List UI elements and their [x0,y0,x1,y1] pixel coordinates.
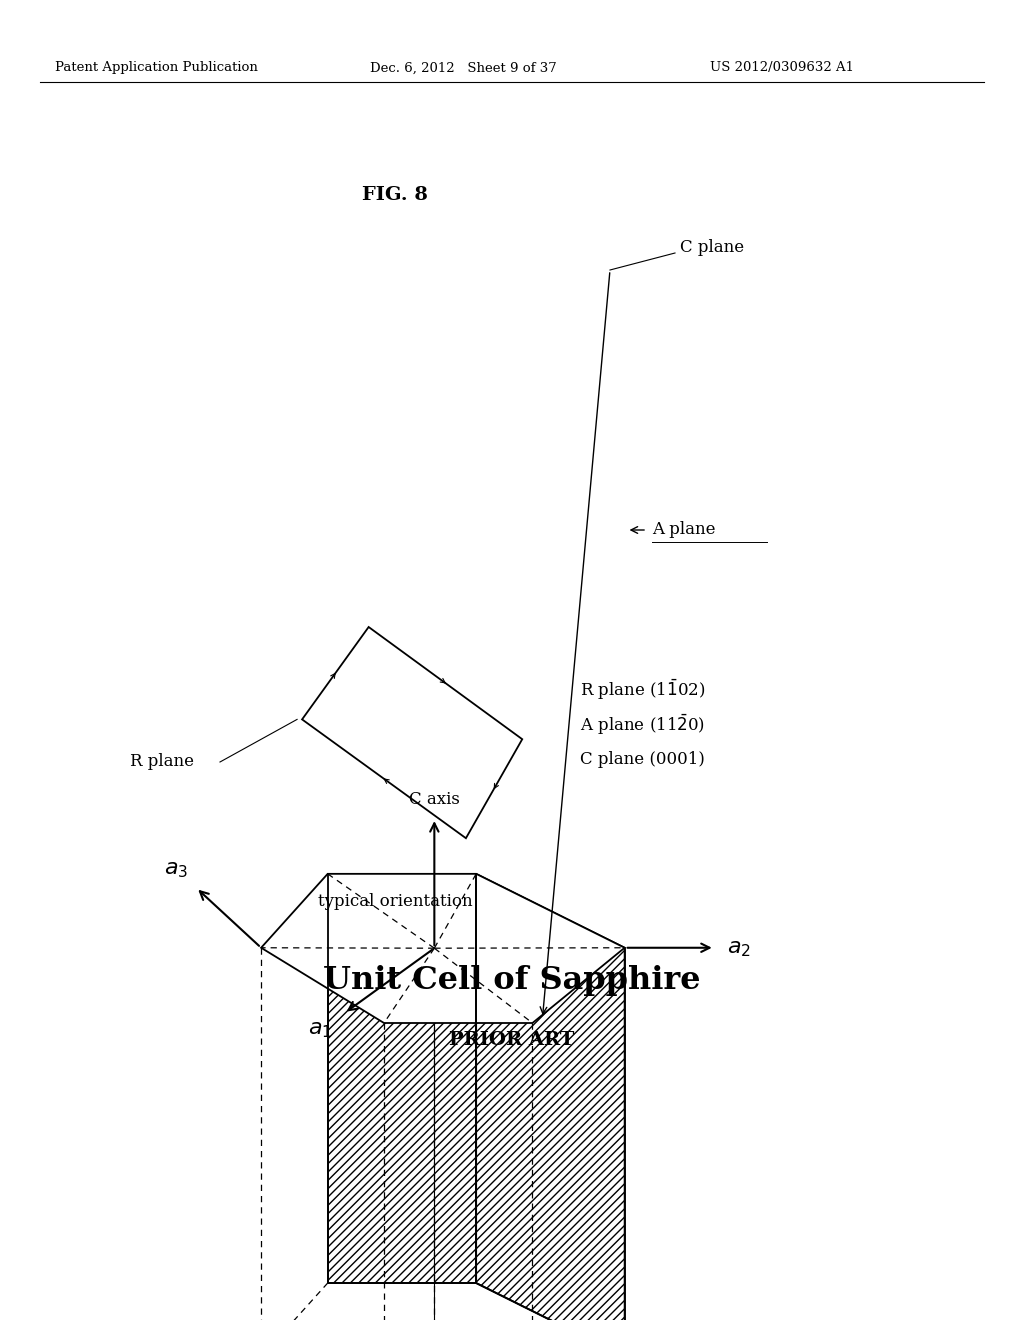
Text: R plane (1$\bar{1}$02): R plane (1$\bar{1}$02) [580,677,706,702]
Text: A plane (11$\bar{2}$0): A plane (11$\bar{2}$0) [580,713,705,738]
Polygon shape [261,874,625,1023]
Text: $a_1$: $a_1$ [308,1018,333,1040]
Text: US 2012/0309632 A1: US 2012/0309632 A1 [710,62,854,74]
Text: C plane: C plane [680,239,744,256]
Text: $a_3$: $a_3$ [164,858,188,879]
Text: C axis: C axis [409,791,460,808]
Text: FIG. 8: FIG. 8 [362,186,428,205]
Polygon shape [328,874,476,1283]
Text: typical orientation: typical orientation [317,894,472,909]
Text: Unit Cell of Sapphire: Unit Cell of Sapphire [324,965,700,995]
Text: Patent Application Publication: Patent Application Publication [55,62,258,74]
Text: Dec. 6, 2012   Sheet 9 of 37: Dec. 6, 2012 Sheet 9 of 37 [370,62,557,74]
Text: R plane: R plane [130,754,194,771]
Polygon shape [476,874,625,1320]
Text: PRIOR ART: PRIOR ART [450,1031,574,1049]
Text: $a_2$: $a_2$ [727,937,751,958]
Text: C plane (0001): C plane (0001) [580,751,705,768]
Text: A plane: A plane [652,521,716,539]
